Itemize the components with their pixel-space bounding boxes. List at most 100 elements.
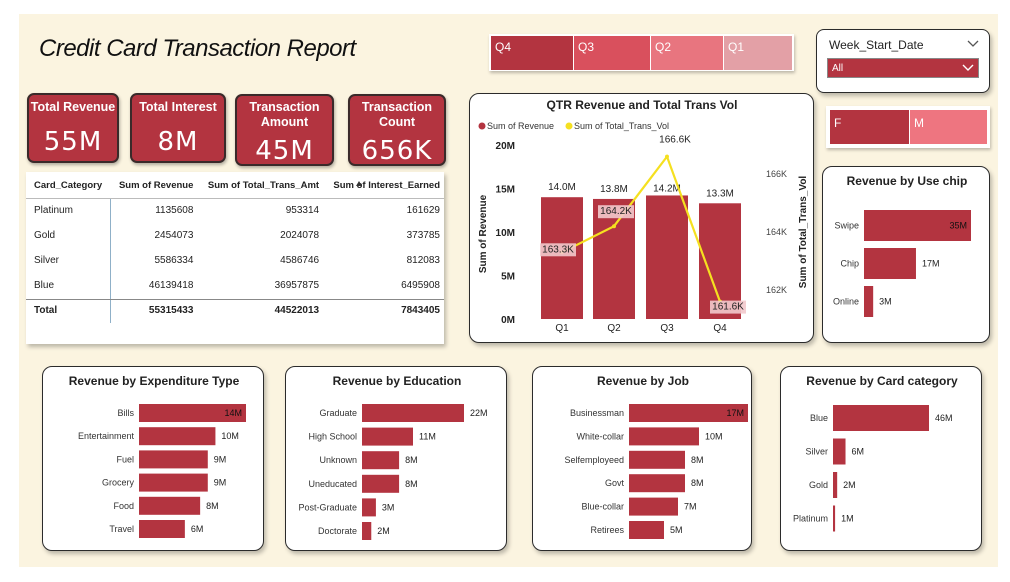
table-cell: 36957875 bbox=[274, 280, 320, 291]
card-category-table: Card_Category Sum of Revenue Sum of Tota… bbox=[26, 172, 444, 323]
bar bbox=[864, 210, 971, 241]
chart-title: Revenue by Job bbox=[597, 374, 689, 388]
table-cell: 373785 bbox=[406, 230, 440, 241]
y2-axis-label: Sum of Total_Trans_Vol bbox=[798, 176, 809, 289]
quarter-q2-button[interactable]: Q2 bbox=[651, 36, 723, 70]
table-header[interactable]: Sum of Interest_Earned bbox=[333, 179, 440, 191]
kpi-title: Total Interest bbox=[139, 100, 217, 114]
bar bbox=[833, 405, 929, 431]
table-cell: 2024078 bbox=[280, 230, 320, 241]
dropdown-chevron-icon bbox=[962, 64, 974, 71]
x-tick-label: Q4 bbox=[713, 323, 727, 334]
data-label-background bbox=[540, 243, 576, 257]
kpi-total-revenue: Total Revenue 55M bbox=[27, 93, 119, 163]
line-point bbox=[612, 224, 616, 229]
legend-marker bbox=[478, 122, 486, 130]
table-cell: 55315433 bbox=[148, 305, 194, 316]
chevron-down-icon[interactable] bbox=[967, 40, 979, 48]
table-cell: Blue bbox=[26, 273, 111, 298]
data-label: 8M bbox=[206, 501, 219, 511]
bar bbox=[541, 197, 583, 319]
category-label: Gold bbox=[809, 480, 828, 490]
quarter-q4-button[interactable]: Q4 bbox=[491, 36, 573, 70]
bar bbox=[362, 474, 400, 493]
card-category-chart-panel: Revenue by Card category Blue 46M Silver 6M G… bbox=[780, 366, 982, 551]
qtr-revenue-chart: QTR Revenue and Total Trans Vol Sum of Re… bbox=[478, 98, 809, 334]
week-slicer-dropdown[interactable]: All bbox=[827, 58, 979, 78]
use-chip-chart-panel: Revenue by Use chip Swipe 35M Chip 17M Online… bbox=[822, 166, 990, 343]
bar bbox=[362, 522, 372, 540]
data-label: 46M bbox=[935, 413, 953, 423]
chart-title: Revenue by Expenditure Type bbox=[69, 374, 240, 388]
card-category-table-panel: Card_Category Sum of Revenue Sum of Tota… bbox=[26, 172, 444, 344]
category-label: Govt bbox=[605, 478, 625, 488]
gender-f-button[interactable]: F bbox=[830, 110, 909, 144]
x-tick-label: Q2 bbox=[607, 323, 621, 334]
category-label: Platinum bbox=[793, 514, 828, 524]
data-label: 161.6K bbox=[712, 302, 744, 313]
data-label: 6M bbox=[852, 447, 865, 457]
job-chart: Revenue by Job Businessman 17M White-collar… bbox=[564, 374, 748, 539]
line-point bbox=[665, 154, 669, 159]
category-label: White-collar bbox=[576, 431, 624, 441]
bar bbox=[864, 286, 874, 317]
bar bbox=[833, 472, 838, 498]
job-chart-panel: Revenue by Job Businessman 17M White-collar… bbox=[532, 366, 752, 551]
table-cell: Silver bbox=[26, 248, 111, 273]
data-label: 7M bbox=[684, 502, 697, 512]
kpi-value: 8M bbox=[157, 127, 199, 157]
table-row: Gold 2454073 2024078 373785 bbox=[26, 223, 444, 248]
table-header[interactable]: Sum of Total_Trans_Amt bbox=[207, 179, 320, 191]
gender-m-button[interactable]: M bbox=[910, 110, 987, 144]
quarter-q3-button[interactable]: Q3 bbox=[574, 36, 650, 70]
data-label: 8M bbox=[691, 478, 704, 488]
data-label: 14.2M bbox=[653, 183, 681, 194]
chart-title: Revenue by Card category bbox=[806, 374, 958, 388]
bar bbox=[646, 195, 688, 319]
bar bbox=[362, 404, 464, 422]
category-label: Retirees bbox=[590, 525, 624, 535]
category-label: Graduate bbox=[319, 408, 357, 418]
category-label: Blue-collar bbox=[581, 502, 624, 512]
kpi-title: Total Revenue bbox=[30, 100, 116, 114]
y-axis-label: Sum of Revenue bbox=[478, 194, 489, 273]
data-label: 6M bbox=[191, 524, 204, 534]
bar bbox=[629, 450, 685, 469]
table-cell: 2454073 bbox=[154, 230, 194, 241]
bar bbox=[139, 473, 208, 492]
kpi-value: 45M bbox=[255, 136, 314, 166]
week-start-date-slicer: Week_Start_Date All bbox=[816, 29, 990, 93]
category-label: Blue bbox=[810, 413, 828, 423]
expenditure-chart-panel: Revenue by Expenditure Type Bills 14M Enter… bbox=[42, 366, 264, 551]
y-tick-label: 0M bbox=[501, 315, 515, 326]
table-header-divider bbox=[26, 198, 444, 199]
y-tick-label: 5M bbox=[501, 272, 515, 283]
kpi-value: 656K bbox=[361, 136, 433, 166]
table-header[interactable]: Sum of Revenue bbox=[118, 179, 194, 191]
table-header[interactable]: Card_Category bbox=[34, 179, 103, 191]
data-label: 166.6K bbox=[659, 135, 691, 146]
data-label: 8M bbox=[405, 455, 418, 465]
data-label: 9M bbox=[214, 478, 227, 488]
table-cell: Total bbox=[26, 298, 111, 323]
education-chart-panel: Revenue by Education Graduate 22M High Scho… bbox=[285, 366, 507, 551]
table-cell: 1135608 bbox=[155, 205, 194, 216]
card-category-chart: Revenue by Card category Blue 46M Silver 6M G… bbox=[793, 374, 958, 532]
expenditure-type-chart: Revenue by Expenditure Type Bills 14M Enter… bbox=[69, 374, 246, 538]
quarter-q1-button[interactable]: Q1 bbox=[724, 36, 792, 70]
bar bbox=[139, 450, 208, 469]
category-label: Businessman bbox=[570, 408, 624, 418]
y-tick-label: 15M bbox=[496, 185, 515, 196]
bar bbox=[629, 521, 664, 539]
legend-marker bbox=[565, 122, 573, 130]
bar bbox=[833, 505, 836, 532]
data-label: 35M bbox=[949, 221, 967, 231]
use-chip-chart: Revenue by Use chip Swipe 35M Chip 17M Online… bbox=[833, 174, 971, 317]
y2-tick-label: 164K bbox=[766, 227, 787, 237]
table-header-row: Card_Category Sum of Revenue Sum of Tota… bbox=[26, 172, 444, 198]
gender-slicer: F M bbox=[826, 106, 990, 148]
data-label: 9M bbox=[214, 454, 227, 464]
sort-desc-icon[interactable] bbox=[356, 181, 362, 186]
table-cell: Platinum bbox=[26, 198, 111, 223]
data-label: 3M bbox=[879, 297, 892, 307]
